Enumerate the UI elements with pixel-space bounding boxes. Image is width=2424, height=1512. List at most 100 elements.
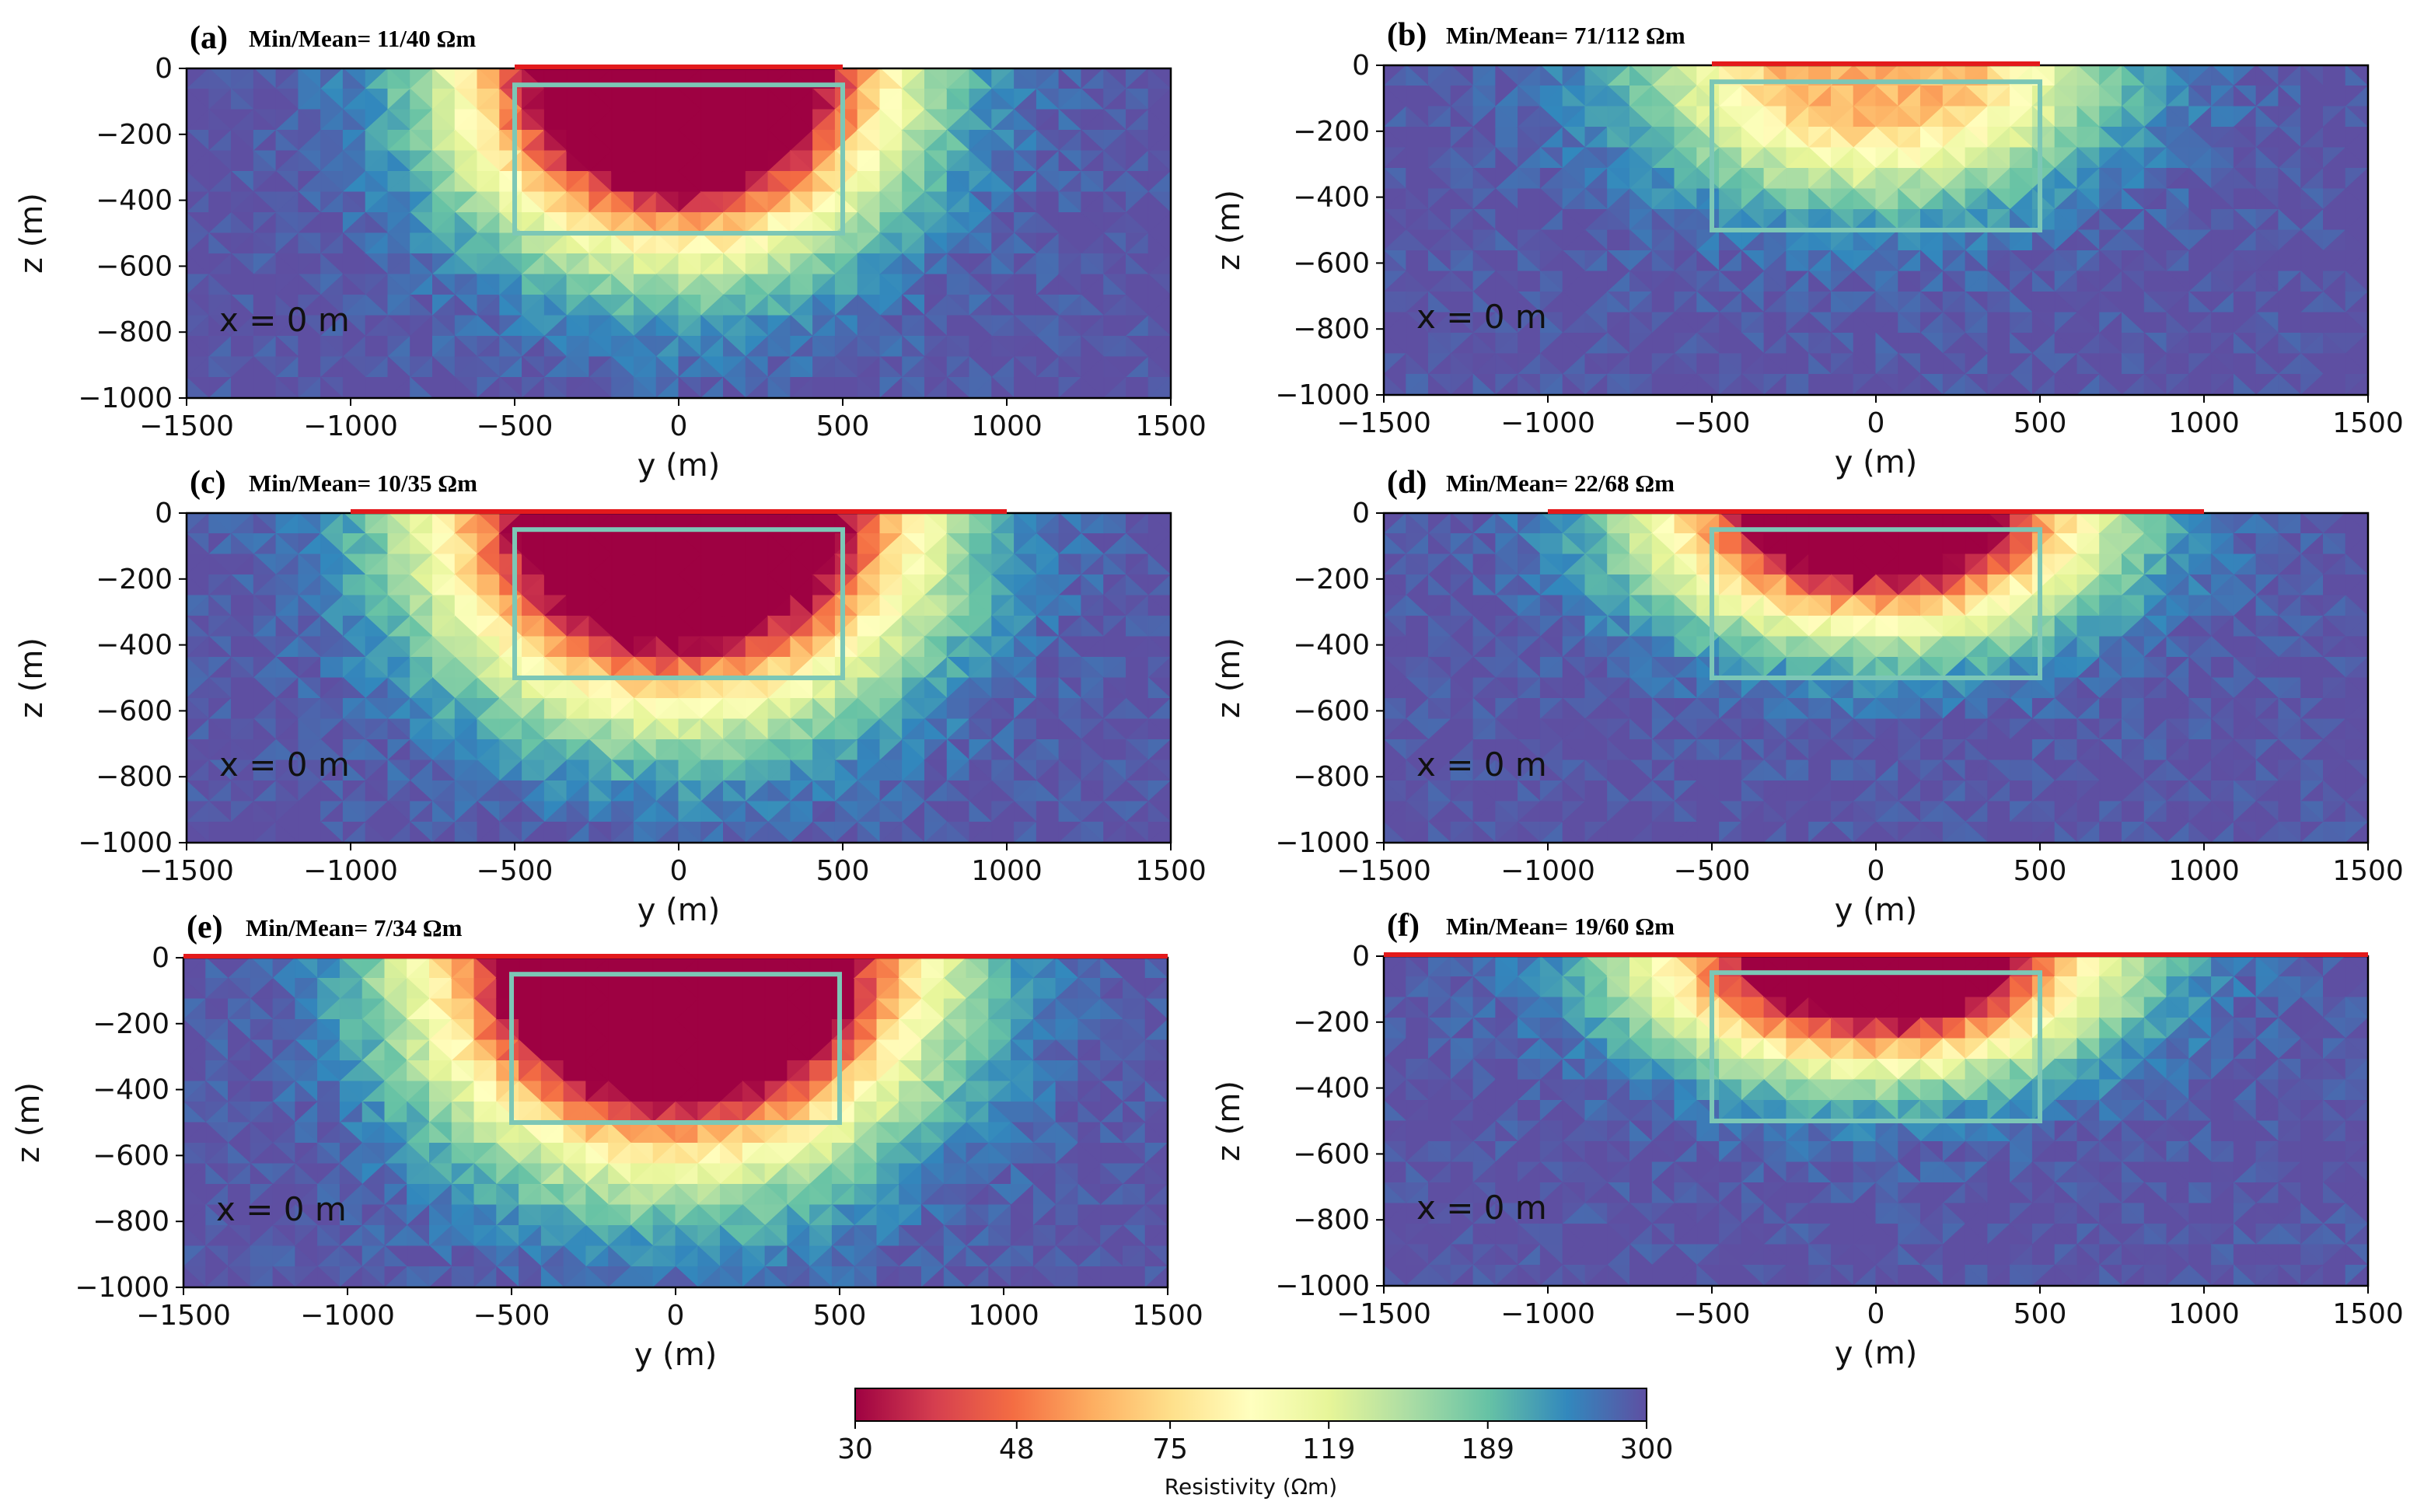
mesh-cell: [991, 376, 1015, 398]
mesh-cell: [946, 376, 970, 398]
mesh-cell: [1081, 821, 1105, 843]
mesh-cell: [1036, 376, 1060, 398]
xtick-label: 1000: [971, 855, 1043, 887]
ytick-label: −200: [96, 119, 173, 151]
mesh-cell: [1965, 373, 1989, 395]
mesh-cell: [1875, 373, 1899, 395]
anomaly-box-a: [512, 82, 845, 236]
mesh-cell: [1607, 373, 1631, 395]
panel-label-b: (b): [1387, 17, 1427, 53]
ytick-label: −600: [96, 250, 173, 282]
mesh-cell: [499, 376, 523, 398]
xtick-label: −500: [1674, 407, 1751, 439]
mesh-cell: [1147, 821, 1171, 843]
mesh-cell: [1741, 373, 1765, 395]
x-axis-label: y (m): [637, 892, 721, 928]
mesh-cell: [1562, 821, 1586, 843]
mesh-cell: [320, 376, 344, 398]
xtick-label: −1500: [139, 855, 234, 887]
mesh-cell: [1428, 373, 1452, 395]
mesh-cell: [2345, 373, 2368, 395]
position-label-b: x = 0 m: [1416, 298, 1547, 336]
mesh-cell: [231, 821, 255, 843]
mesh-cell: [1518, 373, 1542, 395]
y-axis-label: z (m): [14, 637, 50, 718]
mesh-cell: [1126, 376, 1149, 398]
anomaly-box-b: [1710, 79, 2042, 232]
position-label-a: x = 0 m: [219, 301, 350, 339]
ytick-label: −800: [96, 316, 173, 348]
xtick-label: −1000: [303, 855, 398, 887]
xtick-label: 500: [2014, 407, 2067, 439]
xtick-label: 500: [816, 410, 870, 442]
mesh-cell: [767, 821, 791, 843]
panel-label-c: (c): [190, 465, 226, 501]
position-label-c: x = 0 m: [219, 746, 350, 784]
mesh-cell: [634, 376, 657, 398]
mesh-cell: [1472, 373, 1497, 395]
xtick-label: −500: [477, 855, 554, 887]
x-axis-label: y (m): [1835, 445, 1918, 480]
ytick-label: −800: [96, 761, 173, 793]
mesh-cell: [857, 376, 881, 398]
mesh-cell: [812, 376, 837, 398]
mesh-cell: [1607, 821, 1631, 843]
mesh-cell: [187, 821, 210, 843]
ytick-label: −400: [96, 185, 173, 217]
mesh-cell: [1741, 821, 1765, 843]
mesh-cell: [1428, 821, 1452, 843]
panel-label-a: (a): [190, 20, 228, 56]
anomaly-box-c: [512, 527, 845, 681]
xtick-label: 1500: [2332, 407, 2404, 439]
mesh-cell: [1472, 821, 1497, 843]
mesh-cell: [365, 821, 389, 843]
ytick-label: 0: [1352, 50, 1370, 82]
xtick-label: 0: [670, 410, 688, 442]
mesh-cell: [543, 821, 568, 843]
xtick-label: −500: [477, 410, 554, 442]
mesh-cell: [2188, 373, 2213, 395]
mesh-cell: [1384, 373, 1407, 395]
xtick-label: 0: [670, 855, 688, 887]
x-axis-label: y (m): [637, 448, 721, 484]
mesh-cell: [589, 821, 613, 843]
xtick-label: −1000: [303, 410, 398, 442]
panel-a: −1500 −1000 −500 0 500 1000 15000−200−400−600−…: [14, 20, 1207, 484]
mesh-cell: [320, 821, 344, 843]
mesh-cell: [678, 821, 702, 843]
mesh-cell: [365, 376, 389, 398]
ytick-label: 0: [155, 498, 173, 529]
mesh-cell: [589, 376, 613, 398]
xtick-label: 1500: [1135, 410, 1207, 442]
ytick-label: −400: [96, 630, 173, 662]
mesh-cell: [1081, 376, 1105, 398]
mesh-cell: [723, 821, 747, 843]
mesh-cell: [678, 376, 702, 398]
panel-title-b: Min/Mean= 71/112 Ωm: [1446, 22, 1685, 49]
mesh-cell: [1831, 373, 1854, 395]
mesh-cell: [857, 821, 881, 843]
ytick-label: −600: [1293, 247, 1370, 279]
mesh-cell: [275, 821, 299, 843]
mesh-cell: [723, 376, 747, 398]
mesh-cell: [1147, 376, 1171, 398]
panel-c: −1500 −1000 −500 0 500 1000 15000−200−400−600−…: [14, 465, 1207, 928]
mesh-cell: [1920, 373, 1944, 395]
xtick-label: 1000: [971, 410, 1043, 442]
mesh-cell: [410, 376, 434, 398]
mesh-cell: [1518, 821, 1542, 843]
mesh-cell: [454, 821, 478, 843]
mesh-cell: [499, 821, 523, 843]
ytick-label: −1000: [78, 382, 173, 414]
mesh-cell: [231, 376, 255, 398]
mesh-cell: [410, 821, 434, 843]
mesh-cell: [991, 821, 1015, 843]
panels: −1500 −1000 −500 0 500 1000 1500 0 −200 −400 −600 −…: [11, 17, 2404, 1373]
panel-d: −1500 −1000 −500 0 500 1000 15000−200−400−600−…: [1211, 465, 2404, 928]
ytick-label: 0: [155, 53, 173, 85]
y-axis-label: z (m): [1211, 190, 1247, 271]
y-axis-label: z (m): [14, 193, 50, 274]
panel-b: −1500 −1000 −500 0 500 1000 15000−200−400−600−…: [1211, 17, 2404, 480]
mesh-cell: [1651, 821, 1675, 843]
mesh-cell: [2010, 373, 2034, 395]
